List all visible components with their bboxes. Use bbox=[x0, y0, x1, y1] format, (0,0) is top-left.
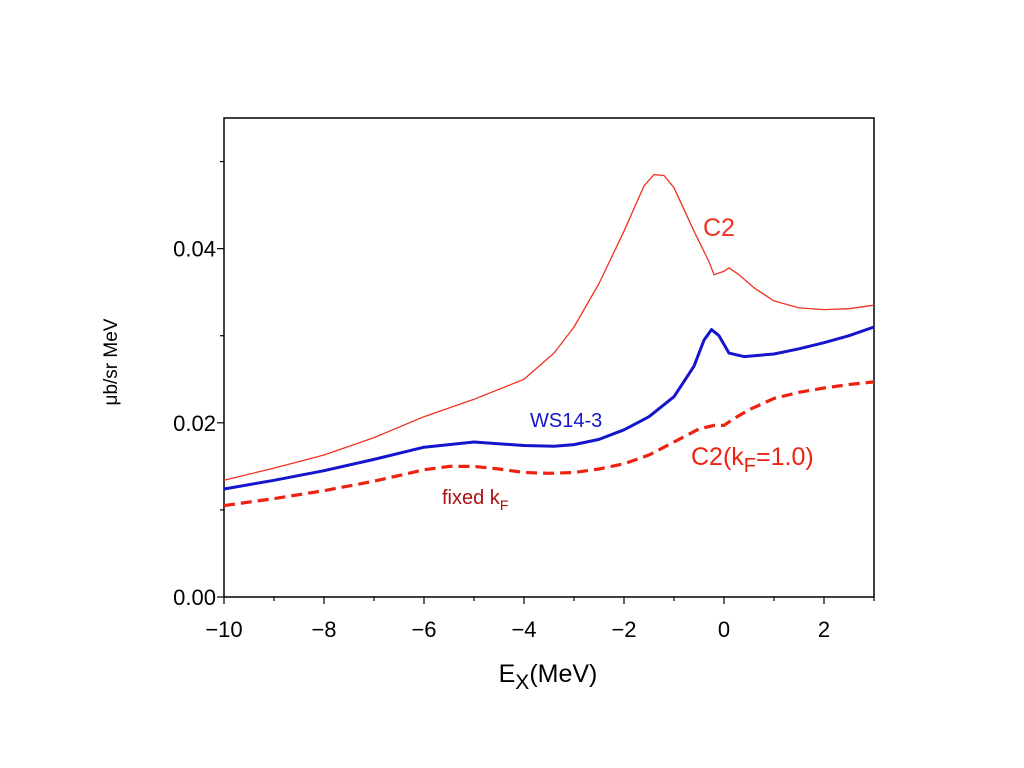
series-layer bbox=[223, 173, 875, 508]
x-tick-label: −10 bbox=[205, 617, 242, 642]
label-c2: C2 bbox=[703, 214, 735, 242]
y-tick-label: 0.00 bbox=[173, 585, 216, 610]
x-tick-label: −4 bbox=[511, 617, 536, 642]
label-fixed-kf-main: fixed k bbox=[442, 487, 501, 509]
x-tick-label: 0 bbox=[718, 617, 730, 642]
label-c2-kf-sub: F bbox=[744, 455, 756, 477]
y-axis-title: μb/sr MeV bbox=[101, 318, 122, 405]
series-line-2 bbox=[223, 380, 875, 508]
x-axis-title-rest: (MeV) bbox=[529, 660, 597, 688]
x-axis-title-sub: X bbox=[515, 671, 529, 694]
x-tick-label: −2 bbox=[611, 617, 636, 642]
axes: −10 −8 −6 −4 −2 0 2 0.00 0.02 0.04 bbox=[173, 117, 875, 642]
x-axis-title-main: E bbox=[499, 660, 516, 688]
series-line-0 bbox=[223, 173, 875, 481]
series-line-1 bbox=[223, 325, 875, 491]
label-c2-kf: C2(kF=1.0) bbox=[691, 443, 814, 477]
label-c2-kf-rest: =1.0) bbox=[756, 443, 814, 471]
x-axis-title: EX(MeV) bbox=[499, 660, 598, 694]
y-tick-label: 0.02 bbox=[173, 411, 216, 436]
x-tick-label: 2 bbox=[818, 617, 830, 642]
label-fixed-kf: fixed kF bbox=[442, 487, 508, 513]
label-ws14-3: WS14-3 bbox=[530, 410, 602, 432]
y-tick-label: 0.04 bbox=[173, 237, 216, 262]
label-fixed-kf-sub: F bbox=[500, 497, 509, 513]
plot-frame bbox=[223, 117, 875, 598]
x-tick-label: −6 bbox=[411, 617, 436, 642]
label-c2-kf-main: C2(k bbox=[691, 443, 744, 471]
x-tick-label: −8 bbox=[311, 617, 336, 642]
